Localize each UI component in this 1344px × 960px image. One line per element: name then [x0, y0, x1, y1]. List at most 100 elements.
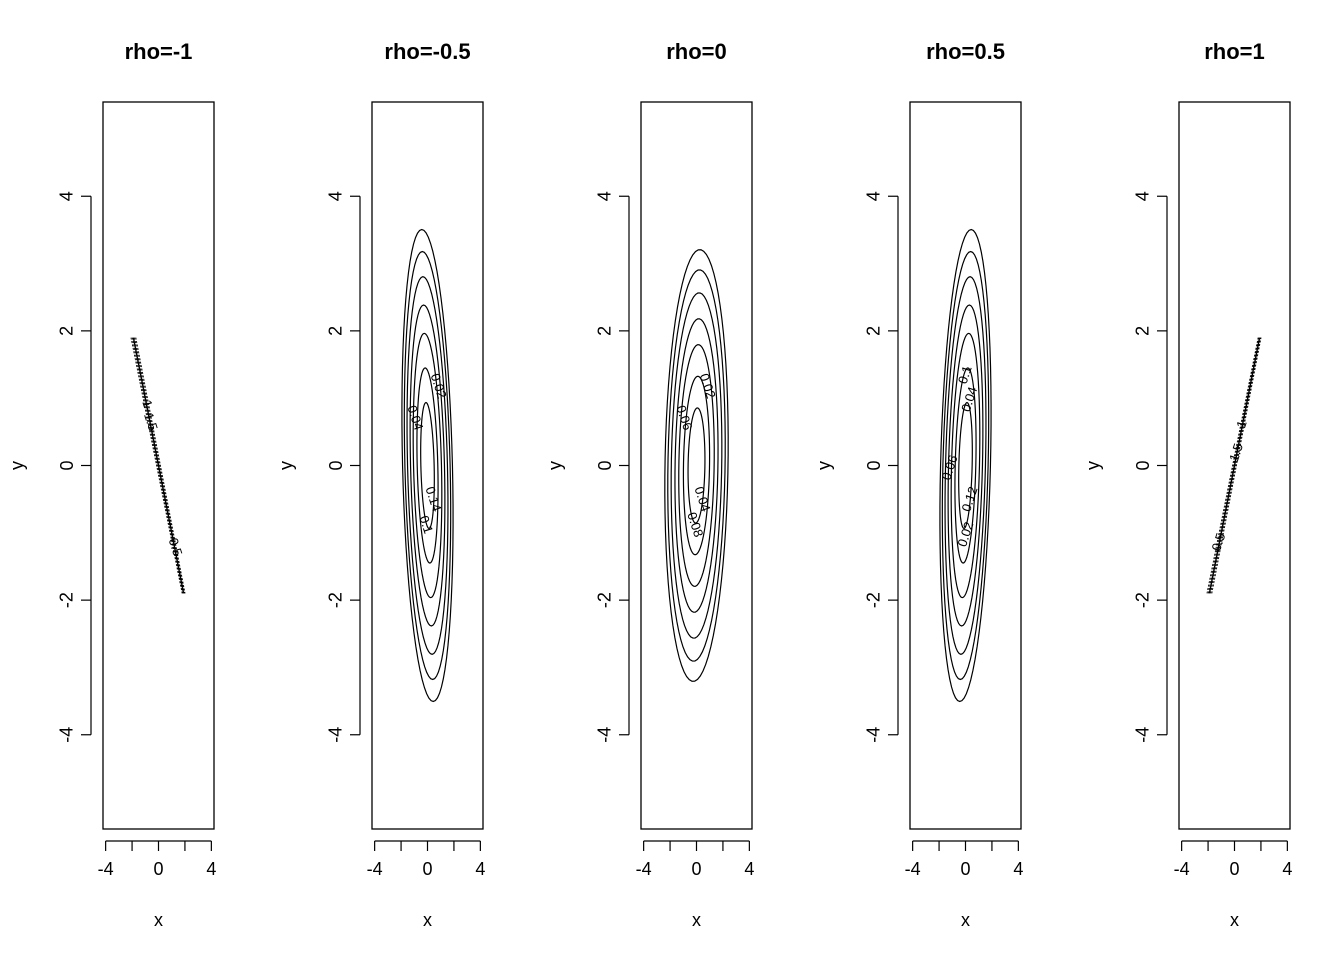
contour-line	[1211, 337, 1262, 594]
x-tick-label: -4	[636, 859, 652, 879]
y-tick-label: 4	[57, 191, 77, 201]
contour-line	[416, 367, 439, 564]
contour-line	[678, 344, 715, 587]
contour-line	[420, 401, 435, 530]
x-tick-label: 0	[960, 859, 970, 879]
contour-label: 0.02	[954, 520, 976, 549]
y-tick-label: 2	[864, 326, 884, 336]
contour-line	[670, 292, 723, 639]
y-axis: -4 -2 0 2 4	[57, 191, 92, 743]
x-axis: -4 0 4	[636, 840, 754, 879]
x-tick-label: 4	[1013, 859, 1023, 879]
contour-line	[412, 332, 443, 599]
contour-line	[401, 228, 454, 703]
x-tick-label: 0	[691, 859, 701, 879]
contour-label: 0.04	[404, 403, 426, 432]
contour-line	[947, 304, 984, 627]
x-tick-label: 4	[206, 859, 216, 879]
y-axis-label: y	[276, 461, 296, 470]
contour-label: 0.04	[692, 485, 714, 514]
x-axis-label: x	[961, 910, 970, 930]
contour-line	[664, 249, 729, 682]
contour-label: 0.06	[673, 403, 695, 432]
contour-labels: 0.040.08 0.060.02	[673, 372, 718, 539]
x-tick-label: 0	[153, 859, 163, 879]
panel-title: rho=-0.5	[384, 39, 470, 64]
plot-frame	[102, 101, 215, 830]
plot-frame	[909, 101, 1022, 830]
x-tick-label: 0	[422, 859, 432, 879]
contour-line	[135, 337, 186, 594]
panel-title: rho=-1	[125, 39, 193, 64]
panel-title: rho=0.5	[926, 39, 1005, 64]
y-tick-label: 4	[595, 191, 615, 201]
contour-line	[132, 337, 185, 594]
contour-label: 0.1	[955, 364, 975, 386]
contour-lines	[664, 249, 729, 682]
panel-1: rho=-1 -4 0 4 x -4 -2 0 2 4 y 11.5 0.5	[7, 39, 217, 930]
x-tick-label: 4	[744, 859, 754, 879]
y-tick-label: 0	[1133, 460, 1153, 470]
contour-labels: 0.140.1 0.040.02	[404, 372, 449, 536]
x-tick-label: -4	[98, 859, 114, 879]
y-tick-label: 0	[864, 460, 884, 470]
contour-lines	[401, 228, 454, 703]
contour-line	[409, 304, 446, 627]
x-axis: -4 0 4	[1174, 840, 1292, 879]
x-axis-label: x	[1230, 910, 1239, 930]
plot-frame	[1178, 101, 1291, 830]
y-tick-label: 0	[326, 460, 346, 470]
contour-lines	[939, 228, 992, 703]
x-tick-label: -4	[905, 859, 921, 879]
y-tick-label: 2	[595, 326, 615, 336]
y-axis-label: y	[7, 461, 27, 470]
contour-labels: 0.12 0.02 0.06 0.10.04	[938, 364, 980, 549]
y-tick-label: -4	[595, 727, 615, 743]
contour-line	[682, 375, 711, 556]
contour-line	[1207, 337, 1260, 594]
x-tick-label: -4	[1174, 859, 1190, 879]
x-tick-label: 4	[475, 859, 485, 879]
contour-label: 0.5	[166, 536, 186, 558]
plot-frame	[371, 101, 484, 830]
y-axis-label: y	[814, 461, 834, 470]
y-tick-label: 4	[326, 191, 346, 201]
contour-line	[954, 367, 977, 564]
contour-line	[1206, 337, 1259, 594]
x-axis: -4 0 4	[367, 840, 485, 879]
contour-label: 1	[1233, 418, 1250, 430]
y-tick-label: -4	[864, 727, 884, 743]
x-axis-label: x	[423, 910, 432, 930]
y-axis: -4 -2 0 2 4	[595, 191, 630, 743]
panel-2: rho=-0.5 -4 0 4 x -4 -2 0 2 4 y 0.140.1 0.040.02	[276, 39, 486, 930]
x-tick-label: 0	[1229, 859, 1239, 879]
contour-line	[667, 269, 726, 662]
y-tick-label: 4	[864, 191, 884, 201]
y-tick-label: 2	[57, 326, 77, 336]
panel-4: rho=0.5 -4 0 4 x -4 -2 0 2 4 y 0.12 0.02 0.06 0.10.04	[814, 39, 1024, 930]
contour-line	[944, 276, 987, 655]
contour-line	[941, 250, 990, 681]
panel-title: rho=0	[666, 39, 727, 64]
y-axis-label: y	[1083, 461, 1103, 470]
y-tick-label: 4	[1133, 191, 1153, 201]
y-tick-label: 0	[57, 460, 77, 470]
contour-line	[406, 276, 449, 655]
contour-label: 0.1	[416, 514, 436, 536]
x-tick-label: 4	[1282, 859, 1292, 879]
x-axis-label: x	[692, 910, 701, 930]
contour-line	[958, 401, 973, 530]
y-axis-label: y	[545, 461, 565, 470]
x-axis: -4 0 4	[905, 840, 1023, 879]
y-tick-label: 0	[595, 460, 615, 470]
y-axis: -4 -2 0 2 4	[864, 191, 899, 743]
contour-line	[131, 337, 184, 594]
plot-frame	[640, 101, 753, 830]
y-tick-label: -2	[864, 592, 884, 608]
contour-label: 1.5	[141, 411, 161, 433]
y-tick-label: 2	[1133, 326, 1153, 336]
y-tick-label: -2	[57, 592, 77, 608]
contour-line	[403, 250, 452, 681]
y-tick-label: -4	[326, 727, 346, 743]
